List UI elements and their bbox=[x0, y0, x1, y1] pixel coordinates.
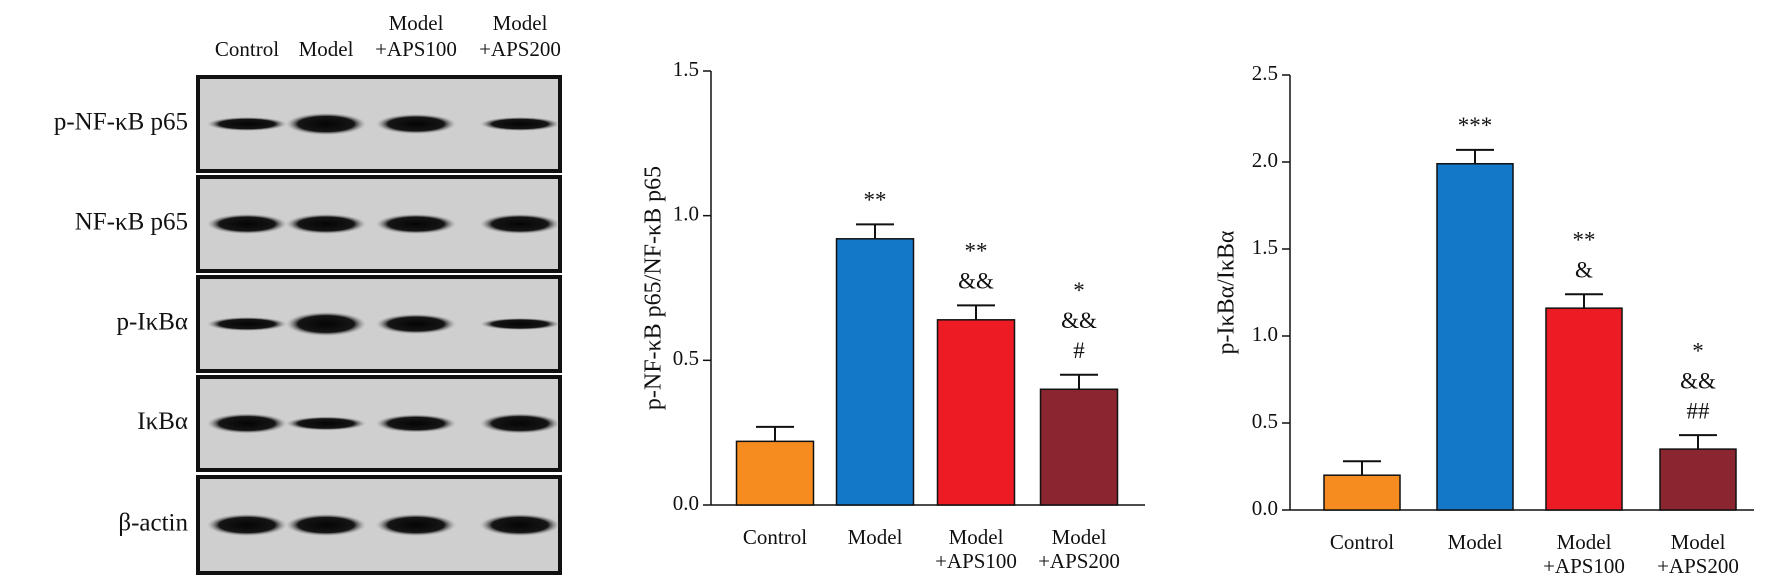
y-tick-label: 2.0 bbox=[1252, 148, 1278, 172]
y-tick-label: 1.5 bbox=[1252, 235, 1278, 259]
lane-label: Model bbox=[299, 37, 354, 61]
y-tick-label: 1.0 bbox=[673, 201, 699, 225]
x-tick-label: Model bbox=[1448, 530, 1503, 554]
bar bbox=[735, 440, 815, 506]
band-label: p-NF-κB p65 bbox=[54, 109, 188, 136]
band-label: p-IκBα bbox=[116, 309, 188, 336]
blot-band bbox=[286, 113, 366, 135]
significance-label: && bbox=[1680, 368, 1716, 393]
blot-band bbox=[286, 416, 366, 431]
bar bbox=[835, 238, 915, 506]
significance-label: * bbox=[1073, 278, 1085, 303]
significance-label: * bbox=[1692, 338, 1704, 363]
lane-label: Model bbox=[389, 11, 444, 35]
x-tick-label: Control bbox=[743, 525, 807, 549]
blot-band bbox=[376, 314, 456, 334]
significance-label: && bbox=[1061, 308, 1097, 333]
y-tick-label: 1.5 bbox=[673, 57, 699, 81]
x-tick-label: Model bbox=[949, 525, 1004, 549]
blot-band bbox=[480, 514, 560, 536]
blot-band bbox=[376, 414, 456, 433]
y-axis-label: p-IκBα/IκBα bbox=[1214, 230, 1240, 354]
x-tick-label: Model bbox=[1052, 525, 1107, 549]
blot-band bbox=[480, 214, 560, 234]
bar bbox=[1436, 162, 1514, 511]
x-tick-label: Control bbox=[1330, 530, 1394, 554]
bar bbox=[936, 319, 1016, 506]
blot-band bbox=[286, 312, 366, 336]
y-tick-label: 0.0 bbox=[673, 491, 699, 515]
y-tick-label: 1.0 bbox=[1252, 322, 1278, 346]
blot-band bbox=[207, 413, 287, 434]
blot-band bbox=[480, 413, 560, 434]
blot-band bbox=[207, 514, 287, 536]
band-label: β-actin bbox=[118, 510, 188, 537]
blot-band bbox=[207, 317, 287, 331]
x-tick-label: Model bbox=[1557, 530, 1612, 554]
blot-band bbox=[376, 514, 456, 536]
y-tick-label: 0.0 bbox=[1252, 496, 1278, 520]
bar bbox=[1039, 388, 1119, 506]
x-tick-label: +APS200 bbox=[1038, 549, 1120, 573]
lane-label: +APS200 bbox=[479, 37, 561, 61]
lane-label: Control bbox=[215, 37, 279, 61]
band-label: NF-κB p65 bbox=[75, 209, 188, 236]
bar bbox=[1659, 448, 1737, 511]
blot-band bbox=[286, 214, 366, 234]
x-tick-label: Model bbox=[848, 525, 903, 549]
blot-band bbox=[376, 114, 456, 134]
y-tick-label: 0.5 bbox=[1252, 409, 1278, 433]
significance-label: ** bbox=[864, 188, 887, 213]
blot-band bbox=[480, 318, 560, 330]
significance-label: & bbox=[1575, 258, 1593, 283]
lane-label: +APS100 bbox=[375, 37, 457, 61]
x-tick-label: Model bbox=[1671, 530, 1726, 554]
x-tick-label: +APS100 bbox=[1543, 554, 1625, 578]
y-axis-label: p-NF-κB p65/NF-κB p65 bbox=[641, 166, 667, 410]
y-tick-label: 2.5 bbox=[1252, 61, 1278, 85]
band-label: IκBα bbox=[137, 408, 188, 435]
x-tick-label: +APS100 bbox=[935, 549, 1017, 573]
blot-band bbox=[376, 214, 456, 234]
blot-band bbox=[207, 117, 287, 131]
significance-label: # bbox=[1073, 338, 1085, 363]
lane-label: Model bbox=[493, 11, 548, 35]
blot-band bbox=[480, 117, 560, 131]
y-tick-label: 0.5 bbox=[673, 346, 699, 370]
significance-label: ## bbox=[1687, 398, 1711, 423]
significance-label: ** bbox=[965, 239, 988, 264]
significance-label: ** bbox=[1573, 228, 1596, 253]
blot-band bbox=[286, 514, 366, 536]
bar bbox=[1545, 307, 1623, 511]
blot-band bbox=[207, 214, 287, 234]
bar bbox=[1323, 474, 1401, 511]
significance-label: && bbox=[958, 269, 994, 294]
x-tick-label: +APS200 bbox=[1657, 554, 1739, 578]
significance-label: *** bbox=[1458, 113, 1493, 138]
